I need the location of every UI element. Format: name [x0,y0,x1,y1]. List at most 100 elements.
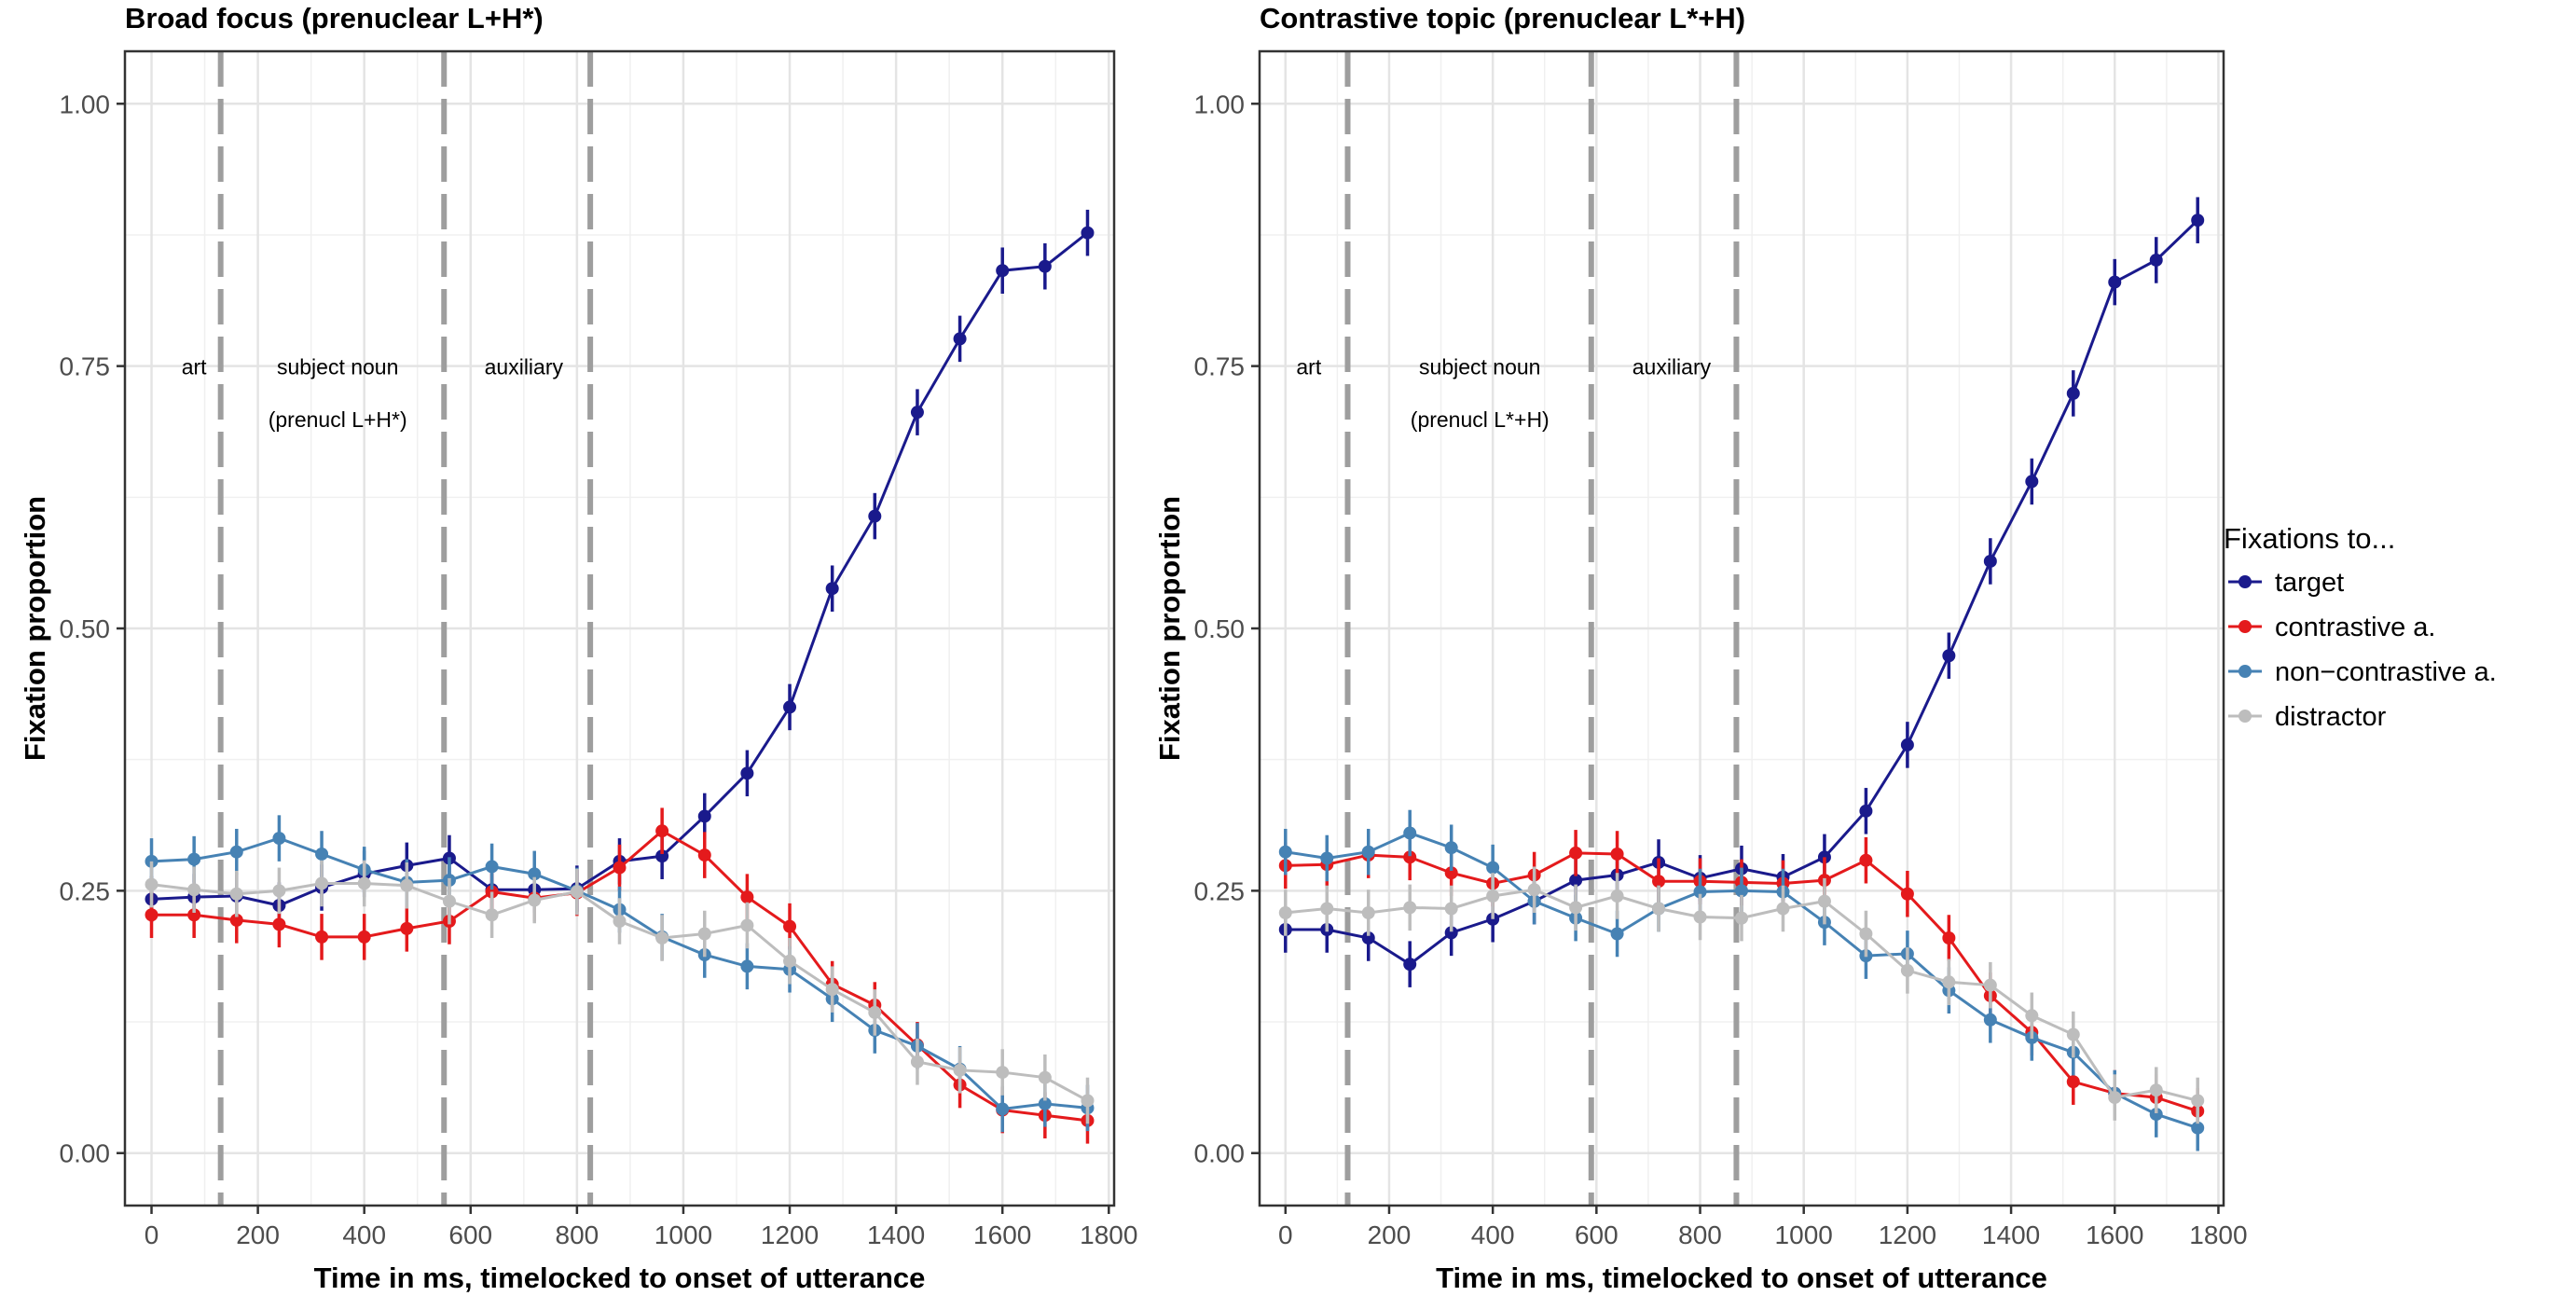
grid [1260,51,2224,1206]
data-point [229,887,243,901]
data-point [2066,1075,2080,1089]
data-point [868,1005,882,1019]
data-point [1361,905,1375,919]
x-tick-label: 400 [1471,1220,1515,1249]
data-point [400,921,414,935]
data-point [996,1066,1010,1080]
legend-label-non-contrastive: non−contrastive a. [2275,657,2497,687]
x-tick-label: 600 [1575,1220,1619,1249]
data-point [357,876,371,890]
data-point [1038,1070,1052,1084]
series-distractor [1278,866,2205,1124]
data-point [613,915,627,929]
data-point [1486,889,1500,903]
data-point [2191,214,2205,227]
data-point [783,919,797,933]
data-point [1983,978,1997,992]
data-point [2025,475,2039,489]
region-label-auxiliary: auxiliary [485,355,564,379]
y-axis-label: Fixation proportion [1153,496,1186,761]
data-point [272,917,286,931]
data-point [187,883,201,897]
data-point [400,878,414,892]
data-point [2149,1083,2163,1097]
data-point [1942,649,1956,663]
region-label-art: art [1296,355,1321,379]
data-point [145,877,158,891]
data-point [145,908,158,922]
data-point [485,860,499,874]
data-point [740,890,754,904]
data-point [1444,841,1458,855]
data-point [1569,846,1583,860]
x-tick-label: 1800 [1080,1220,1137,1249]
data-point [868,509,882,523]
y-tick-label: 1.00 [1194,90,1246,118]
data-point [910,406,924,420]
series [1278,197,2205,1151]
x-tick-label: 1400 [1982,1220,2040,1249]
data-point [697,848,711,862]
region-label-subject-noun: subject noun [1419,355,1540,379]
x-axis-label: Time in ms, timelocked to onset of utter… [314,1262,926,1294]
series-distractor [145,860,1095,1124]
y-tick-label: 0.00 [1194,1139,1246,1168]
legend-title: Fixations to... [2224,522,2395,555]
y-tick-label: 0.75 [60,352,111,381]
data-point [1776,902,1790,916]
data-point [272,832,286,846]
data-point [910,1055,924,1069]
data-point [1817,894,1831,908]
data-point [1983,1013,1997,1027]
x-tick-label: 1000 [1775,1220,1833,1249]
data-point [613,861,627,875]
data-point [1652,902,1666,916]
y-axis-ticks: 0.00 0.25 0.50 0.75 1.00 [1194,90,1260,1168]
data-point [315,930,329,944]
x-axis-ticks: 0 200 400 600 800 1000 1200 1400 1600 1800 [145,1206,1137,1249]
data-point [272,884,286,898]
data-point [528,867,542,881]
data-point [1610,927,1624,941]
panel-contrastive-topic: art subject noun (prenucl L*+H) auxiliary 0 2… [1153,2,2248,1294]
x-tick-label: 800 [556,1220,599,1249]
data-point [2025,1009,2039,1023]
data-point [1942,931,1956,945]
data-point [2191,1094,2205,1108]
legend-item-target: target [2228,568,2344,598]
legend-label-contrastive: contrastive a. [2275,613,2435,642]
data-point [1444,902,1458,916]
data-point [1652,875,1666,889]
chart-title: Broad focus (prenuclear L+H*) [125,2,544,34]
data-point [1859,853,1873,867]
data-point [740,959,754,973]
data-point [1900,963,1914,977]
x-tick-label: 800 [1678,1220,1722,1249]
x-tick-label: 400 [342,1220,386,1249]
data-point [2108,1091,2122,1105]
data-point [442,894,456,908]
data-point [315,876,329,890]
data-point [1278,845,1292,859]
data-point [1403,958,1417,972]
legend-label-target: target [2275,568,2344,598]
data-point [655,824,669,838]
data-point [2149,253,2163,267]
data-point [1859,927,1873,941]
region-label-subject-noun: subject noun [277,355,398,379]
data-point [996,264,1010,278]
data-point [1610,847,1624,861]
x-tick-label: 200 [1368,1220,1412,1249]
x-tick-label: 1800 [2189,1220,2247,1249]
x-tick-label: 1600 [973,1220,1031,1249]
data-point [1693,885,1707,899]
data-point [1610,889,1624,903]
data-point [1900,738,1914,751]
x-tick-label: 1200 [1879,1220,1936,1249]
legend-key-point-distractor [2239,710,2252,723]
x-axis-ticks: 0 200 400 600 800 1000 1200 1400 1600 1800 [1278,1206,2248,1249]
data-point [2066,386,2080,400]
legend-label-distractor: distractor [2275,702,2387,732]
legend-item-non-contrastive: non−contrastive a. [2228,657,2497,687]
